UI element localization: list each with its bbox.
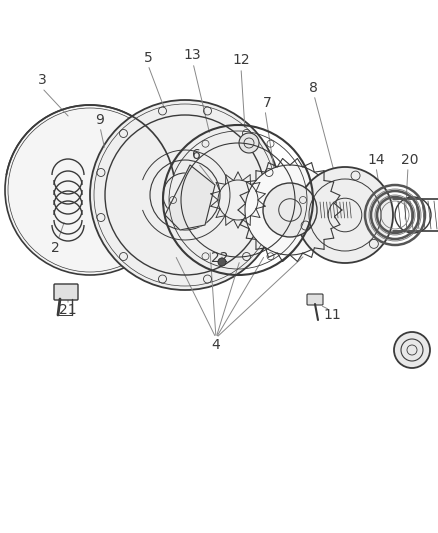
Text: 13: 13	[183, 48, 201, 62]
Circle shape	[263, 183, 317, 237]
Text: 14: 14	[367, 153, 385, 167]
Text: 3: 3	[38, 73, 46, 87]
Text: 22: 22	[211, 251, 229, 265]
Text: 6: 6	[191, 148, 201, 162]
Text: 7: 7	[263, 96, 272, 110]
Text: 4: 4	[212, 338, 220, 352]
Polygon shape	[165, 165, 215, 230]
Circle shape	[5, 105, 175, 275]
Text: 11: 11	[323, 308, 341, 322]
Text: 9: 9	[95, 113, 104, 127]
Text: 10: 10	[403, 348, 421, 362]
Text: 20: 20	[401, 153, 419, 167]
Text: 21: 21	[59, 303, 77, 317]
Circle shape	[297, 167, 393, 263]
FancyBboxPatch shape	[307, 294, 323, 305]
Text: 8: 8	[308, 81, 318, 95]
Circle shape	[239, 133, 259, 153]
FancyBboxPatch shape	[54, 284, 78, 300]
Circle shape	[90, 100, 280, 290]
Circle shape	[394, 332, 430, 368]
Text: 5: 5	[144, 51, 152, 65]
Text: 12: 12	[232, 53, 250, 67]
Text: 2: 2	[51, 241, 60, 255]
Circle shape	[218, 258, 226, 266]
Circle shape	[245, 165, 335, 255]
